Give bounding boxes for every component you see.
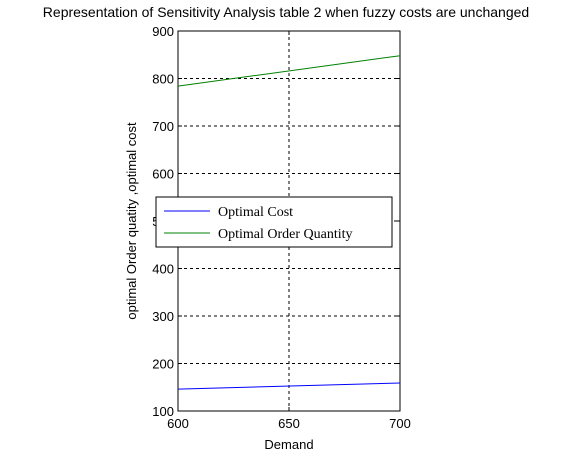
x-tick-label: 700	[389, 416, 411, 431]
legend: Optimal Cost Optimal Order Quantity	[155, 196, 393, 248]
chart-title: Representation of Sensitivity Analysis t…	[43, 4, 529, 20]
series-line-1	[177, 55, 401, 87]
x-axis-label: Demand	[264, 437, 313, 452]
x-tick-label: 650	[278, 416, 300, 431]
axes: 600650700100200300400500600700800900	[152, 24, 411, 431]
series-line-0	[177, 382, 401, 390]
y-tick-label: 700	[152, 119, 174, 134]
legend-label: Optimal Cost	[218, 205, 293, 220]
y-axis-label: optimal Order quatity ,optimal cost	[124, 122, 139, 320]
x-tick-label: 600	[167, 416, 189, 431]
y-tick-label: 800	[152, 72, 174, 87]
y-tick-label: 100	[152, 404, 174, 419]
series-lines	[177, 55, 401, 390]
y-tick-label: 200	[152, 357, 174, 372]
legend-box	[155, 196, 393, 248]
y-tick-label: 400	[152, 262, 174, 277]
y-tick-label: 900	[152, 24, 174, 39]
y-tick-label: 600	[152, 167, 174, 182]
y-tick-label: 300	[152, 309, 174, 324]
legend-label: Optimal Order Quantity	[218, 227, 353, 242]
